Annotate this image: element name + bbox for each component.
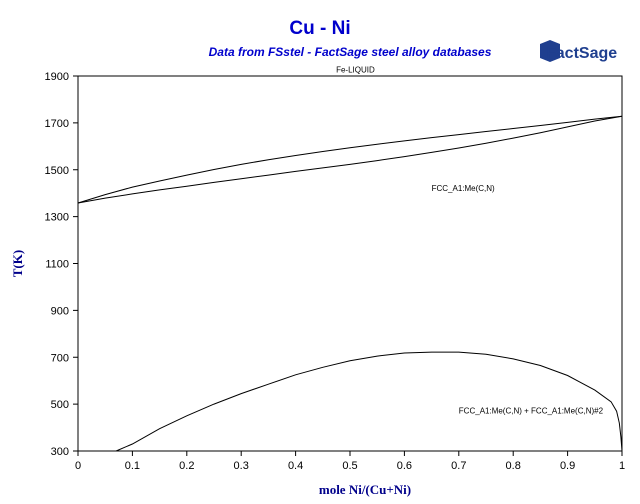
phase-boundary-line-2 — [77, 115, 623, 204]
phase-label: FCC_A1:Me(C,N) + FCC_A1:Me(C,N)#2 — [459, 407, 604, 416]
x-tick-label: 0.1 — [125, 460, 140, 472]
x-tick-label: 0.4 — [288, 460, 303, 472]
y-tick-label: 1700 — [45, 118, 69, 130]
phase-boundary-line-1 — [77, 115, 623, 204]
y-tick-label: 1300 — [45, 212, 69, 224]
factsage-logo: FactSage — [536, 38, 626, 74]
x-tick-label: 0.2 — [179, 460, 194, 472]
x-tick-label: 1 — [619, 460, 625, 472]
phase-label: FCC_A1:Me(C,N) — [432, 184, 495, 193]
chart-subtitle: Data from FSstel - FactSage steel alloy … — [208, 45, 492, 59]
y-axis-title: T(K) — [10, 250, 25, 277]
annotations-group: Fe-LIQUID FCC_A1:Me(C,N) FCC_A1:Me(C,N) + … — [336, 65, 603, 415]
x-tick-label: 0.8 — [506, 460, 521, 472]
y-tick-label: 1900 — [45, 71, 69, 83]
series-group — [77, 115, 623, 452]
y-axis-ticks: 300 500 700 900 1100 1300 1500 1700 1900 — [45, 71, 78, 458]
x-tick-label: 0.5 — [342, 460, 357, 472]
phase-label: Fe-LIQUID — [336, 65, 375, 74]
x-tick-label: 0.3 — [234, 460, 249, 472]
x-tick-label: 0.7 — [451, 460, 466, 472]
x-axis-title: mole Ni/(Cu+Ni) — [319, 482, 411, 497]
x-axis-ticks: 0 0.1 0.2 0.3 0.4 0.5 0.6 0.7 0.8 0.9 1 — [75, 451, 625, 472]
x-tick-label: 0 — [75, 460, 81, 472]
logo-cube-icon — [540, 40, 560, 62]
phase-boundary-line-3 — [115, 351, 623, 452]
y-tick-label: 300 — [51, 446, 69, 458]
factsage-logo-graphic: FactSage — [540, 40, 617, 62]
y-tick-label: 700 — [51, 352, 69, 364]
chart-title: Cu - Ni — [289, 18, 351, 39]
y-tick-label: 1500 — [45, 165, 69, 177]
y-tick-label: 900 — [51, 305, 69, 317]
x-tick-label: 0.6 — [397, 460, 412, 472]
y-tick-label: 1100 — [45, 259, 69, 271]
logo-wordmark: FactSage — [546, 45, 617, 62]
x-tick-label: 0.9 — [560, 460, 575, 472]
y-tick-label: 500 — [51, 399, 69, 411]
